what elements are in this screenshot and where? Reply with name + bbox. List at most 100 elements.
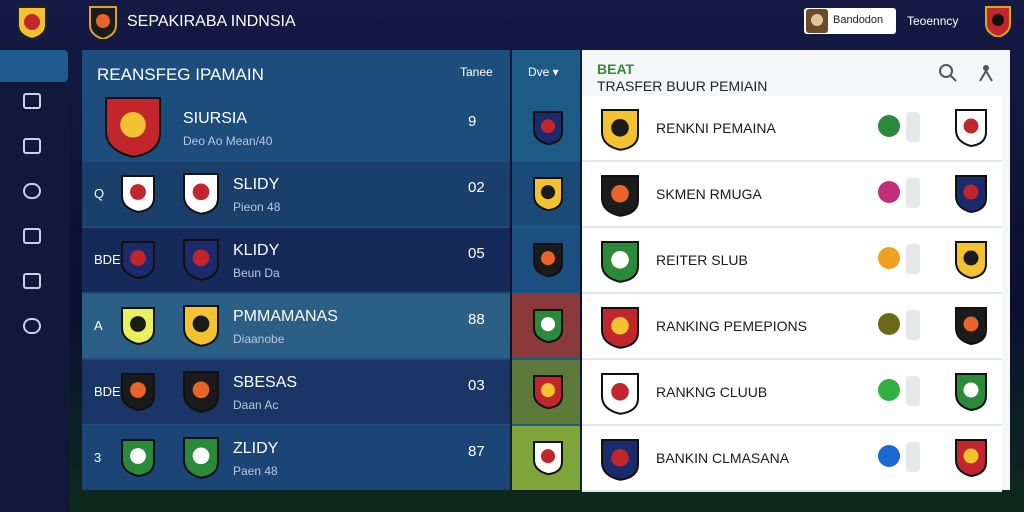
nav-icon[interactable] [23,228,41,244]
sidebar [0,44,70,512]
rank-badge [601,307,639,349]
score: 88 [468,311,485,328]
club-detail: Daan Ac [233,398,279,412]
club-badge [183,371,219,413]
tag-badge [121,307,155,346]
club-badge [183,173,219,215]
club-icon [955,307,987,346]
status-box [906,310,920,340]
status-dot [878,445,900,467]
status-box [906,178,920,208]
score: 9 [468,113,477,130]
mid-badge [533,309,563,344]
club-icon [955,175,987,214]
status-dot [878,115,900,137]
profile-badge[interactable] [984,5,1012,37]
tag-badge [121,439,155,478]
club-name: PMMAMANAS [233,308,338,325]
club-badge [183,305,219,347]
ranking-row[interactable] [582,294,1002,360]
row-tag: A [94,318,103,333]
panel-title: REANSFEG IPAMAIN [97,65,264,84]
club-name: SLIDY [233,176,280,193]
top-bar: SEPAKIRABA INDNSIA Bandodon Teoenncy [0,0,1024,44]
ranking-name: RENKNI PEMAINA [656,120,776,136]
nav-icon[interactable] [23,138,41,154]
nav-icon[interactable] [23,318,41,334]
logo [17,6,47,39]
status-box [906,112,920,142]
club-name: KLIDY [233,242,280,259]
row-tag: 3 [94,450,102,465]
club-badge [183,239,219,281]
status-dot [878,379,900,401]
score: 87 [468,443,485,460]
user-name: Bandodon [833,14,884,26]
status-box [906,442,920,472]
user-icon[interactable] [976,63,996,83]
status-box [906,376,920,406]
score: 05 [468,245,485,262]
mid-badge [533,111,563,146]
club-icon [955,109,987,148]
rank-badge [601,109,639,151]
club-icon [955,241,987,280]
rank-badge [601,241,639,283]
nav-icon[interactable] [23,93,41,109]
row-tag: BDE [94,252,121,267]
ranking-row[interactable] [582,96,1002,162]
club-logo[interactable] [88,5,118,39]
club-detail: Pieon 48 [233,200,281,214]
currency: Teoenncy [907,14,959,28]
ranking-name: BANKIN CLMASANA [656,450,790,466]
sidebar-active[interactable] [0,50,68,82]
club-name: ZLIDY [233,440,279,457]
club-detail: Deo Ao Mean/40 [183,134,273,148]
filter-dropdown[interactable]: Dve ▾ [528,65,559,79]
column-header: Tanee [460,65,493,79]
status-box [906,244,920,274]
tag-badge [121,175,155,214]
club-name: SIURSIA [183,110,248,127]
ranking-name: REITER SLUB [656,252,748,268]
club-detail: Beun Da [233,266,280,280]
right-title: BEAT [597,61,635,77]
search-icon[interactable] [938,63,958,83]
mid-badge [533,375,563,410]
ranking-row[interactable] [582,228,1002,294]
club-icon [955,373,987,412]
row-tag: BDE [94,384,121,399]
nav-icon[interactable] [23,183,41,199]
ranking-row[interactable] [582,162,1002,228]
mid-badge [533,177,563,212]
row-tag: Q [94,186,105,201]
club-icon [955,439,987,478]
status-dot [878,247,900,269]
club-badge [183,437,219,479]
filter-label: Dve [528,65,550,79]
status-dot [878,313,900,335]
right-subtitle: TRASFER BUUR PEMIAIN [597,78,768,94]
status-dot [878,181,900,203]
club-badge [105,97,161,158]
club-detail: Diaanobe [233,332,285,346]
ranking-name: RANKNG CLUUB [656,384,768,400]
nav-icon[interactable] [23,273,41,289]
tag-badge [121,373,155,412]
avatar [806,9,828,33]
mid-badge [533,243,563,278]
club-name: SBESAS [233,374,298,391]
score: 03 [468,377,485,394]
app-title: SEPAKIRABA INDNSIA [127,13,296,30]
ranking-row[interactable] [582,360,1002,426]
rank-badge [601,439,639,481]
club-detail: Paen 48 [233,464,278,478]
ranking-row[interactable] [582,426,1002,492]
ranking-name: SKMEN RMUGA [656,186,762,202]
ranking-name: RANKING PEMEPIONS [656,318,807,334]
score: 02 [468,179,485,196]
rank-badge [601,175,639,217]
mid-badge [533,441,563,476]
tag-badge [121,241,155,280]
